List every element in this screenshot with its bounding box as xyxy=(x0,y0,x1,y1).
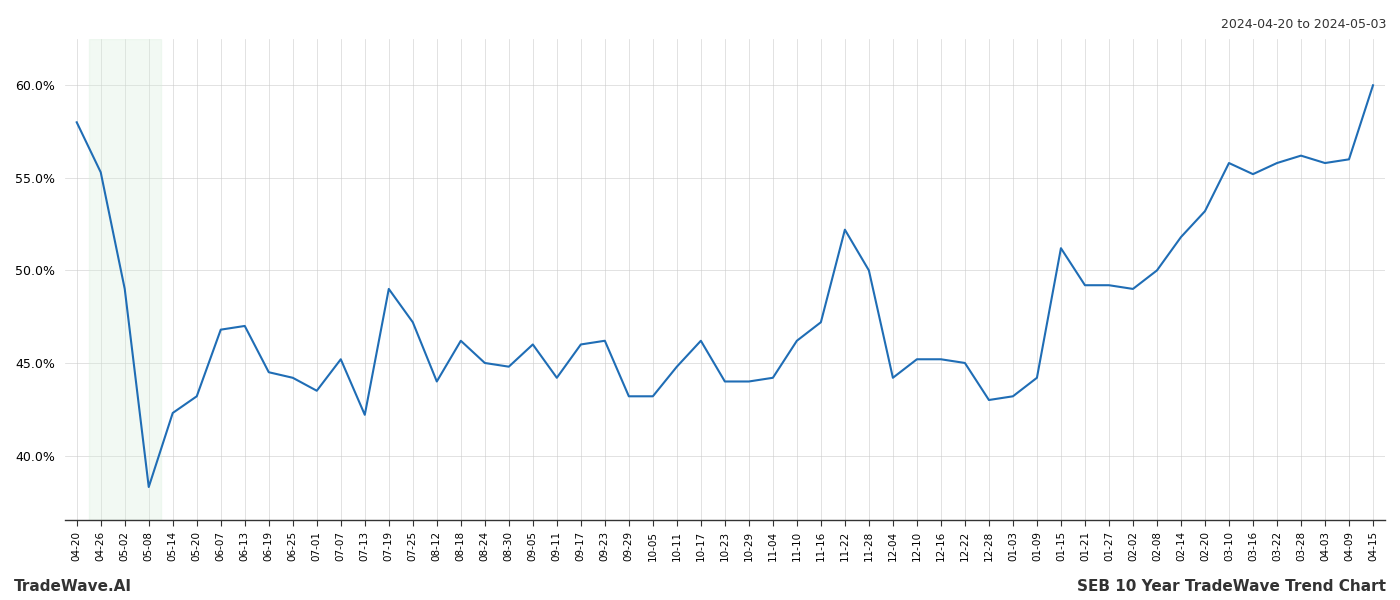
Text: 2024-04-20 to 2024-05-03: 2024-04-20 to 2024-05-03 xyxy=(1221,18,1386,31)
Text: TradeWave.AI: TradeWave.AI xyxy=(14,579,132,594)
Text: SEB 10 Year TradeWave Trend Chart: SEB 10 Year TradeWave Trend Chart xyxy=(1077,579,1386,594)
Bar xyxy=(88,39,161,520)
